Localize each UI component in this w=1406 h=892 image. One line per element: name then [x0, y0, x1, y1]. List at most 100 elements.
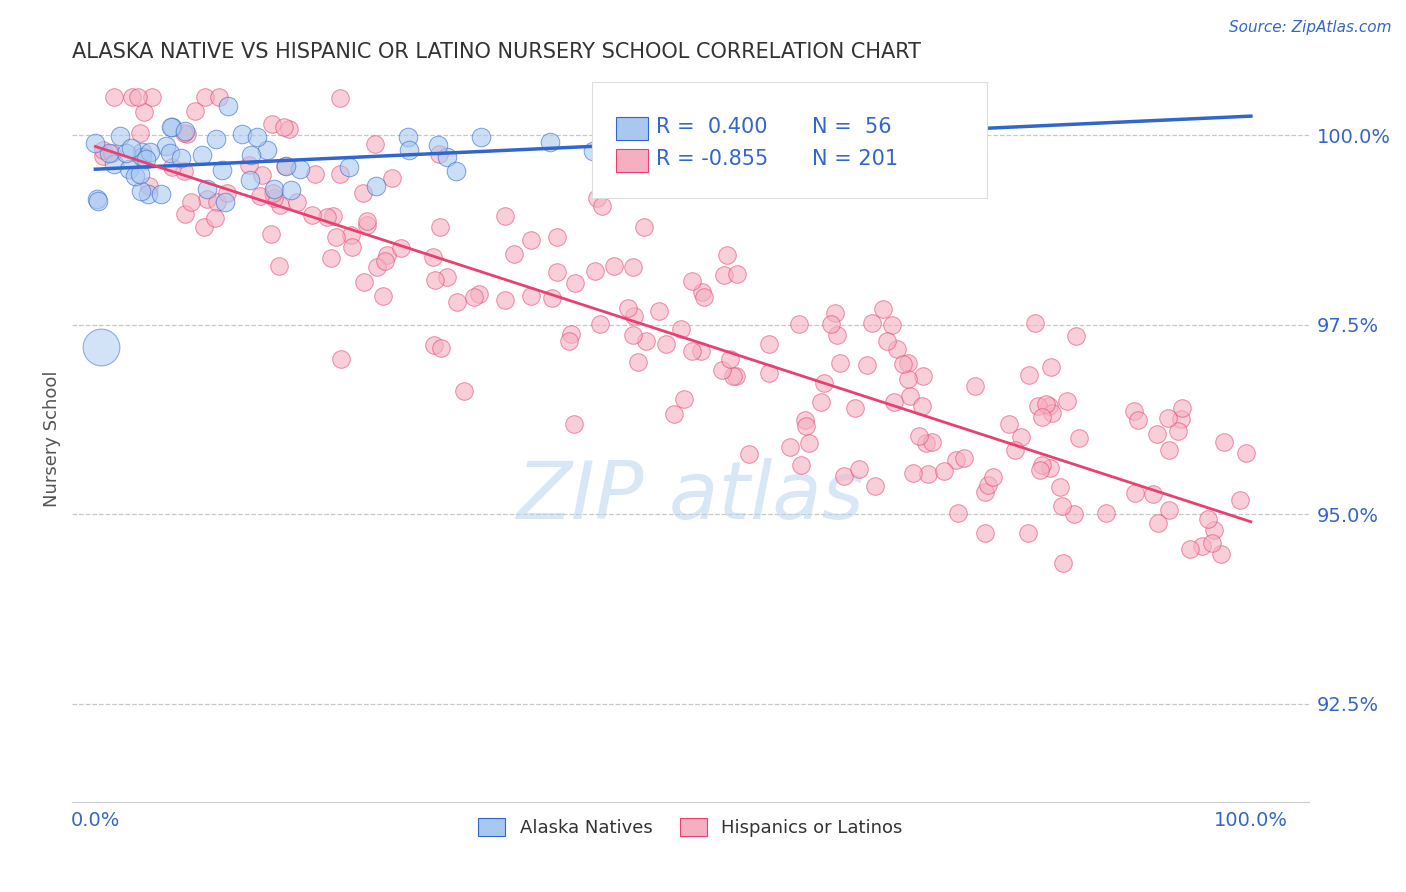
Point: [616, 301, 638, 316]
Point: [882, 318, 904, 333]
Point: [1052, 556, 1074, 570]
Point: [91, 144, 114, 158]
Point: [389, 241, 412, 255]
Point: [848, 462, 870, 476]
Point: [1170, 401, 1192, 416]
Point: [1125, 486, 1147, 500]
Point: [429, 220, 451, 235]
Point: [908, 429, 931, 443]
Point: [1234, 446, 1257, 460]
Point: [274, 159, 297, 173]
Point: [834, 469, 856, 483]
Point: [1157, 410, 1180, 425]
Point: [1180, 542, 1202, 557]
Point: [267, 260, 290, 274]
Point: [238, 158, 260, 172]
Point: [713, 268, 735, 282]
Point: [374, 253, 396, 268]
Point: [239, 173, 262, 187]
Point: [830, 356, 852, 370]
Point: [429, 341, 451, 355]
Point: [810, 394, 832, 409]
Point: [214, 194, 236, 209]
Point: [139, 145, 162, 159]
Point: [176, 128, 198, 142]
Point: [1010, 430, 1032, 444]
Point: [648, 304, 671, 318]
Point: [932, 464, 955, 478]
Point: [633, 219, 655, 234]
Point: [127, 90, 149, 104]
Point: [194, 90, 217, 104]
Point: [1122, 404, 1144, 418]
Point: [195, 192, 218, 206]
Point: [591, 199, 613, 213]
Point: [1142, 486, 1164, 500]
Point: [180, 194, 202, 209]
Point: [373, 289, 395, 303]
Point: [495, 293, 517, 307]
Point: [128, 167, 150, 181]
Point: [876, 334, 898, 349]
Point: [921, 435, 943, 450]
Point: [356, 214, 378, 228]
Point: [1147, 516, 1170, 530]
Point: [217, 98, 239, 112]
Point: [520, 233, 543, 247]
Point: [952, 451, 974, 466]
Point: [1049, 480, 1071, 494]
Point: [718, 352, 741, 367]
Point: [787, 317, 810, 331]
Point: [1004, 442, 1026, 457]
Point: [100, 145, 122, 160]
Point: [503, 246, 526, 260]
Point: [494, 209, 516, 223]
Point: [560, 327, 582, 342]
Point: [623, 310, 645, 324]
Point: [1028, 399, 1050, 413]
Point: [423, 338, 446, 352]
Text: ALASKA NATIVE VS HISPANIC OR LATINO NURSERY SCHOOL CORRELATION CHART: ALASKA NATIVE VS HISPANIC OR LATINO NURS…: [72, 42, 921, 62]
Point: [141, 90, 163, 104]
Point: [1039, 359, 1062, 374]
Point: [103, 157, 125, 171]
Point: [745, 107, 768, 121]
Point: [205, 132, 228, 146]
Point: [190, 147, 212, 161]
Point: [538, 135, 561, 149]
Point: [1017, 526, 1039, 541]
Point: [1095, 506, 1118, 520]
Point: [848, 108, 870, 122]
Point: [340, 228, 363, 243]
Point: [319, 251, 342, 265]
Point: [585, 264, 607, 278]
Point: [1069, 431, 1091, 445]
Point: [240, 147, 263, 161]
Point: [366, 178, 388, 193]
Point: [723, 369, 745, 384]
Point: [742, 152, 765, 166]
Point: [340, 240, 363, 254]
Point: [470, 130, 492, 145]
Point: [135, 152, 157, 166]
Point: [269, 198, 291, 212]
Point: [260, 227, 283, 241]
Point: [263, 182, 285, 196]
Point: [329, 91, 352, 105]
Point: [120, 141, 142, 155]
Point: [87, 194, 110, 208]
Point: [160, 120, 183, 135]
Point: [195, 182, 218, 196]
Point: [366, 260, 388, 275]
Point: [131, 150, 153, 164]
Point: [977, 478, 1000, 492]
Point: [820, 318, 842, 332]
Point: [278, 121, 301, 136]
Point: [263, 191, 285, 205]
Point: [1204, 524, 1226, 538]
Point: [138, 179, 160, 194]
Point: [280, 183, 302, 197]
Point: [872, 301, 894, 316]
Point: [790, 458, 813, 473]
Point: [174, 207, 197, 221]
